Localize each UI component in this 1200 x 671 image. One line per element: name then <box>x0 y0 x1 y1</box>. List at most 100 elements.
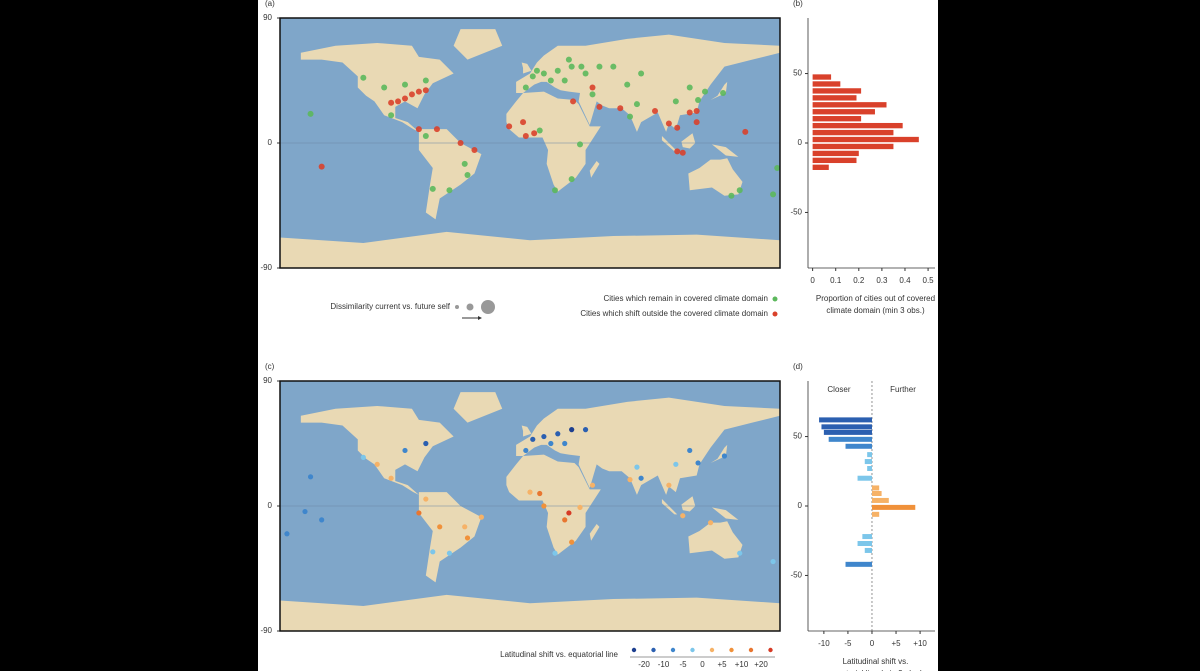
city-point <box>388 99 395 106</box>
bar <box>845 443 872 449</box>
city-point <box>680 513 686 519</box>
city-point <box>302 508 308 515</box>
city-point <box>695 460 701 466</box>
bar <box>812 157 857 164</box>
city-point <box>360 74 367 81</box>
bar <box>812 81 841 87</box>
legend-tick-label: -5 <box>679 660 687 669</box>
city-point <box>552 550 558 556</box>
city-point <box>506 123 513 130</box>
x-tick-label: 0.2 <box>853 276 865 285</box>
city-point <box>570 98 577 105</box>
city-point <box>464 171 471 178</box>
city-point <box>687 447 693 454</box>
city-point <box>702 88 708 95</box>
city-point <box>652 108 658 115</box>
x-tick-label: +10 <box>913 639 927 648</box>
city-point <box>530 436 536 442</box>
city-point <box>471 146 478 153</box>
bar <box>871 485 880 491</box>
bar <box>812 136 919 143</box>
city-point <box>721 453 728 459</box>
city-point <box>381 84 388 91</box>
x-axis-label: Proportion of cities out of covered <box>816 294 935 303</box>
city-point <box>555 431 561 437</box>
city-point <box>461 160 468 167</box>
city-point <box>638 70 645 77</box>
bar <box>812 116 862 122</box>
city-point <box>541 503 547 509</box>
bar <box>812 88 862 94</box>
panel-label: (c) <box>265 362 275 371</box>
x-axis-label: equatorial line (min 3 obs.) <box>828 669 923 671</box>
city-point <box>446 550 453 556</box>
city-point <box>707 520 714 526</box>
x-tick-label: +5 <box>891 639 901 648</box>
y-tick-label: 50 <box>793 432 802 441</box>
legend-tick-label: +20 <box>754 660 768 669</box>
legend-swatch <box>651 647 656 653</box>
lat-tick-label: -90 <box>260 263 272 272</box>
city-point <box>422 133 429 140</box>
city-point <box>430 549 436 555</box>
bar <box>812 164 829 170</box>
city-point <box>679 149 686 156</box>
city-point <box>566 510 572 516</box>
bar <box>821 424 872 430</box>
bar <box>864 459 872 465</box>
city-point <box>695 96 702 103</box>
city-point <box>462 524 468 530</box>
bar <box>812 109 875 115</box>
y-tick-label: -50 <box>790 208 802 217</box>
x-tick-label: 0.1 <box>830 276 842 285</box>
city-point <box>541 433 547 440</box>
city-point <box>522 133 529 140</box>
city-point <box>582 70 589 77</box>
city-point <box>770 191 777 198</box>
city-point <box>388 475 394 481</box>
legend-swatch <box>690 647 695 653</box>
city-point <box>307 474 314 480</box>
bar <box>871 491 882 496</box>
city-point <box>536 127 543 134</box>
city-point <box>742 128 749 135</box>
city-point <box>307 110 314 117</box>
city-point <box>422 87 429 94</box>
y-tick-label: -50 <box>790 571 802 580</box>
bar <box>812 129 894 136</box>
city-point <box>736 187 743 194</box>
legend-swatch <box>709 647 715 653</box>
lat-tick-label: 90 <box>263 13 272 22</box>
city-point <box>596 103 603 110</box>
city-point <box>674 148 681 155</box>
city-point <box>569 427 575 433</box>
city-point <box>589 91 596 98</box>
y-tick-label: 50 <box>793 69 802 78</box>
x-tick-label: 0.3 <box>876 276 888 285</box>
city-point <box>319 517 325 523</box>
bar <box>823 429 872 435</box>
city-point <box>672 98 679 105</box>
x-axis-label: climate domain (min 3 obs.) <box>826 306 925 315</box>
city-point <box>610 63 617 70</box>
bar <box>812 74 832 80</box>
bar <box>828 436 872 442</box>
city-point <box>527 489 533 495</box>
city-point <box>674 124 681 131</box>
panel-label: (b) <box>793 0 803 8</box>
city-point <box>693 119 700 126</box>
x-tick-label: 0.4 <box>899 276 911 285</box>
bar <box>812 143 894 150</box>
bar <box>857 475 872 481</box>
left-label: Closer <box>827 385 850 394</box>
legend-swatch <box>631 647 637 653</box>
legend-label: Cities which shift outside the covered c… <box>580 309 768 318</box>
bar <box>845 561 872 567</box>
bar <box>812 122 903 129</box>
city-point <box>423 440 429 447</box>
city-point <box>446 187 453 194</box>
city-point <box>666 482 672 488</box>
city-point <box>774 165 781 171</box>
city-point <box>415 126 422 133</box>
